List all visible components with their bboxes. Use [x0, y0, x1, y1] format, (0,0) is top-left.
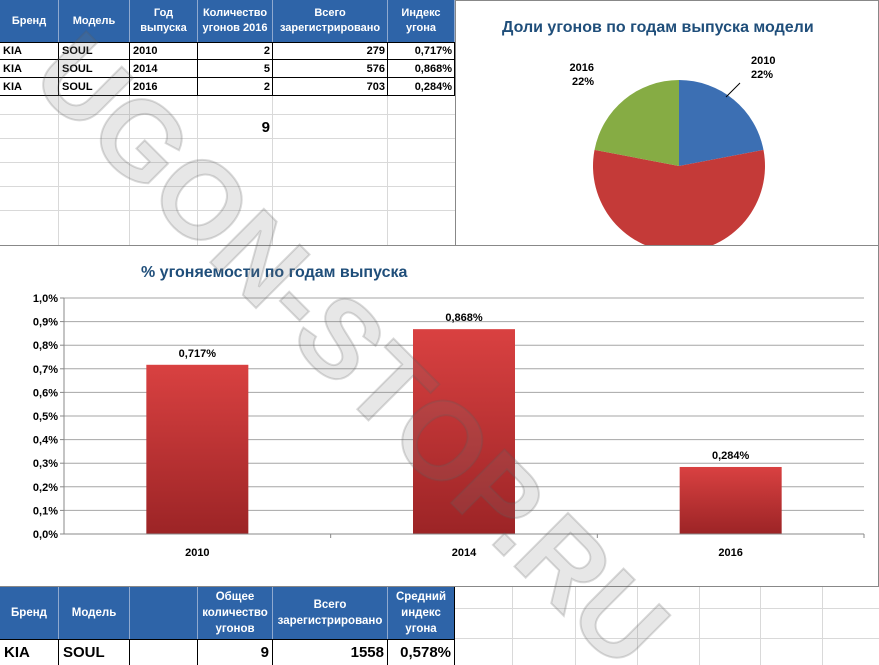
y-tick-label: 0,4% [33, 435, 58, 447]
bar-chart-title: % угоняемости по годам выпуска [141, 264, 408, 281]
header-avg-index: Средний индекс угона [388, 587, 455, 639]
pie-label-year: 2010 [751, 55, 775, 67]
header-index: Индекс угона [388, 0, 455, 42]
bar-2010 [146, 364, 249, 534]
cell-avg-index: 0,578% [400, 643, 451, 661]
cell-year: 2014 [133, 63, 158, 75]
bar-data-label: 0,717% [179, 348, 217, 360]
cell-brand: KIA [3, 45, 22, 57]
bar-data-label: 0,284% [712, 450, 750, 462]
y-tick-label: 0,0% [33, 529, 58, 541]
cell-model: SOUL [62, 63, 93, 75]
bar-chart-svg: 0,0% 0,1% 0,2% 0,3% 0,4% 0,5% 0,6% 0,7% 0,8% 0,9%… [33, 293, 865, 559]
header-blank [130, 587, 198, 639]
header-brand: Бренд [0, 587, 59, 639]
cell-index: 0,717% [414, 45, 452, 57]
pie-label-year: 2016 [570, 62, 594, 74]
total-thefts: 9 [261, 118, 270, 136]
header-registered: Всего зарегистрировано [273, 0, 388, 42]
header-model: Модель [59, 0, 130, 42]
y-tick-label: 1,0% [33, 293, 58, 305]
pie-label-percent: 22% [572, 76, 594, 88]
x-tick-label: 2016 [718, 547, 742, 559]
cell-thefts: 2 [263, 81, 270, 93]
cell-model: SOUL [62, 45, 93, 57]
cell-total-thefts: 9 [260, 643, 269, 661]
cell-registered: 703 [366, 81, 385, 93]
y-tick-label: 0,8% [33, 340, 58, 352]
y-tick-label: 0,9% [33, 317, 58, 329]
table-row [0, 42, 455, 60]
cell-index: 0,284% [414, 81, 452, 93]
pie-slice-2010 [679, 80, 764, 166]
cell-registered: 576 [366, 63, 385, 75]
cell-registered: 279 [366, 45, 385, 57]
cell-registered: 1558 [350, 643, 384, 661]
cell-brand: KIA [4, 643, 30, 661]
header-model: Модель [59, 587, 130, 639]
header-year: Год выпуска [130, 0, 198, 42]
x-tick-label: 2014 [452, 547, 477, 559]
table-row [0, 639, 455, 665]
bar-chart: % угоняемости по годам выпуска 0,0% 0,1% 0… [0, 245, 879, 587]
cell-model: SOUL [62, 81, 93, 93]
bar-2014 [413, 329, 515, 534]
x-tick-label: 2010 [185, 547, 209, 559]
y-tick-label: 0,3% [33, 458, 58, 470]
cell-index: 0,868% [414, 63, 452, 75]
cell-year: 2010 [133, 45, 158, 57]
cell-brand: KIA [3, 81, 22, 93]
cell-thefts: 2 [263, 45, 270, 57]
header-thefts: Количество угонов 2016 [198, 0, 273, 42]
pie-label-percent: 22% [751, 69, 773, 81]
cell-blank [130, 639, 198, 665]
header-total-thefts: Общее количество угонов [198, 587, 273, 639]
y-tick-label: 0,5% [33, 411, 58, 423]
table-row [0, 60, 455, 78]
y-tick-label: 0,6% [33, 387, 58, 399]
cell-thefts: 5 [263, 63, 270, 75]
cell-model: SOUL [63, 643, 105, 661]
pie-slice-2016 [594, 80, 679, 166]
y-tick-label: 0,1% [33, 505, 58, 517]
pie-chart-title: Доли угонов по годам выпуска модели [502, 19, 814, 36]
y-tick-label: 0,7% [33, 364, 58, 376]
header-brand: Бренд [0, 0, 59, 42]
pie-slice-2014 [593, 149, 765, 252]
bar-data-label: 0,868% [445, 312, 483, 324]
cell-brand: KIA [3, 63, 22, 75]
cell-year: 2016 [133, 81, 158, 93]
bar-2016 [679, 466, 782, 534]
y-tick-label: 0,2% [33, 482, 58, 494]
header-registered: Всего зарегистрировано [273, 587, 388, 639]
pie-leader-line [725, 82, 741, 98]
table-row [0, 78, 455, 96]
